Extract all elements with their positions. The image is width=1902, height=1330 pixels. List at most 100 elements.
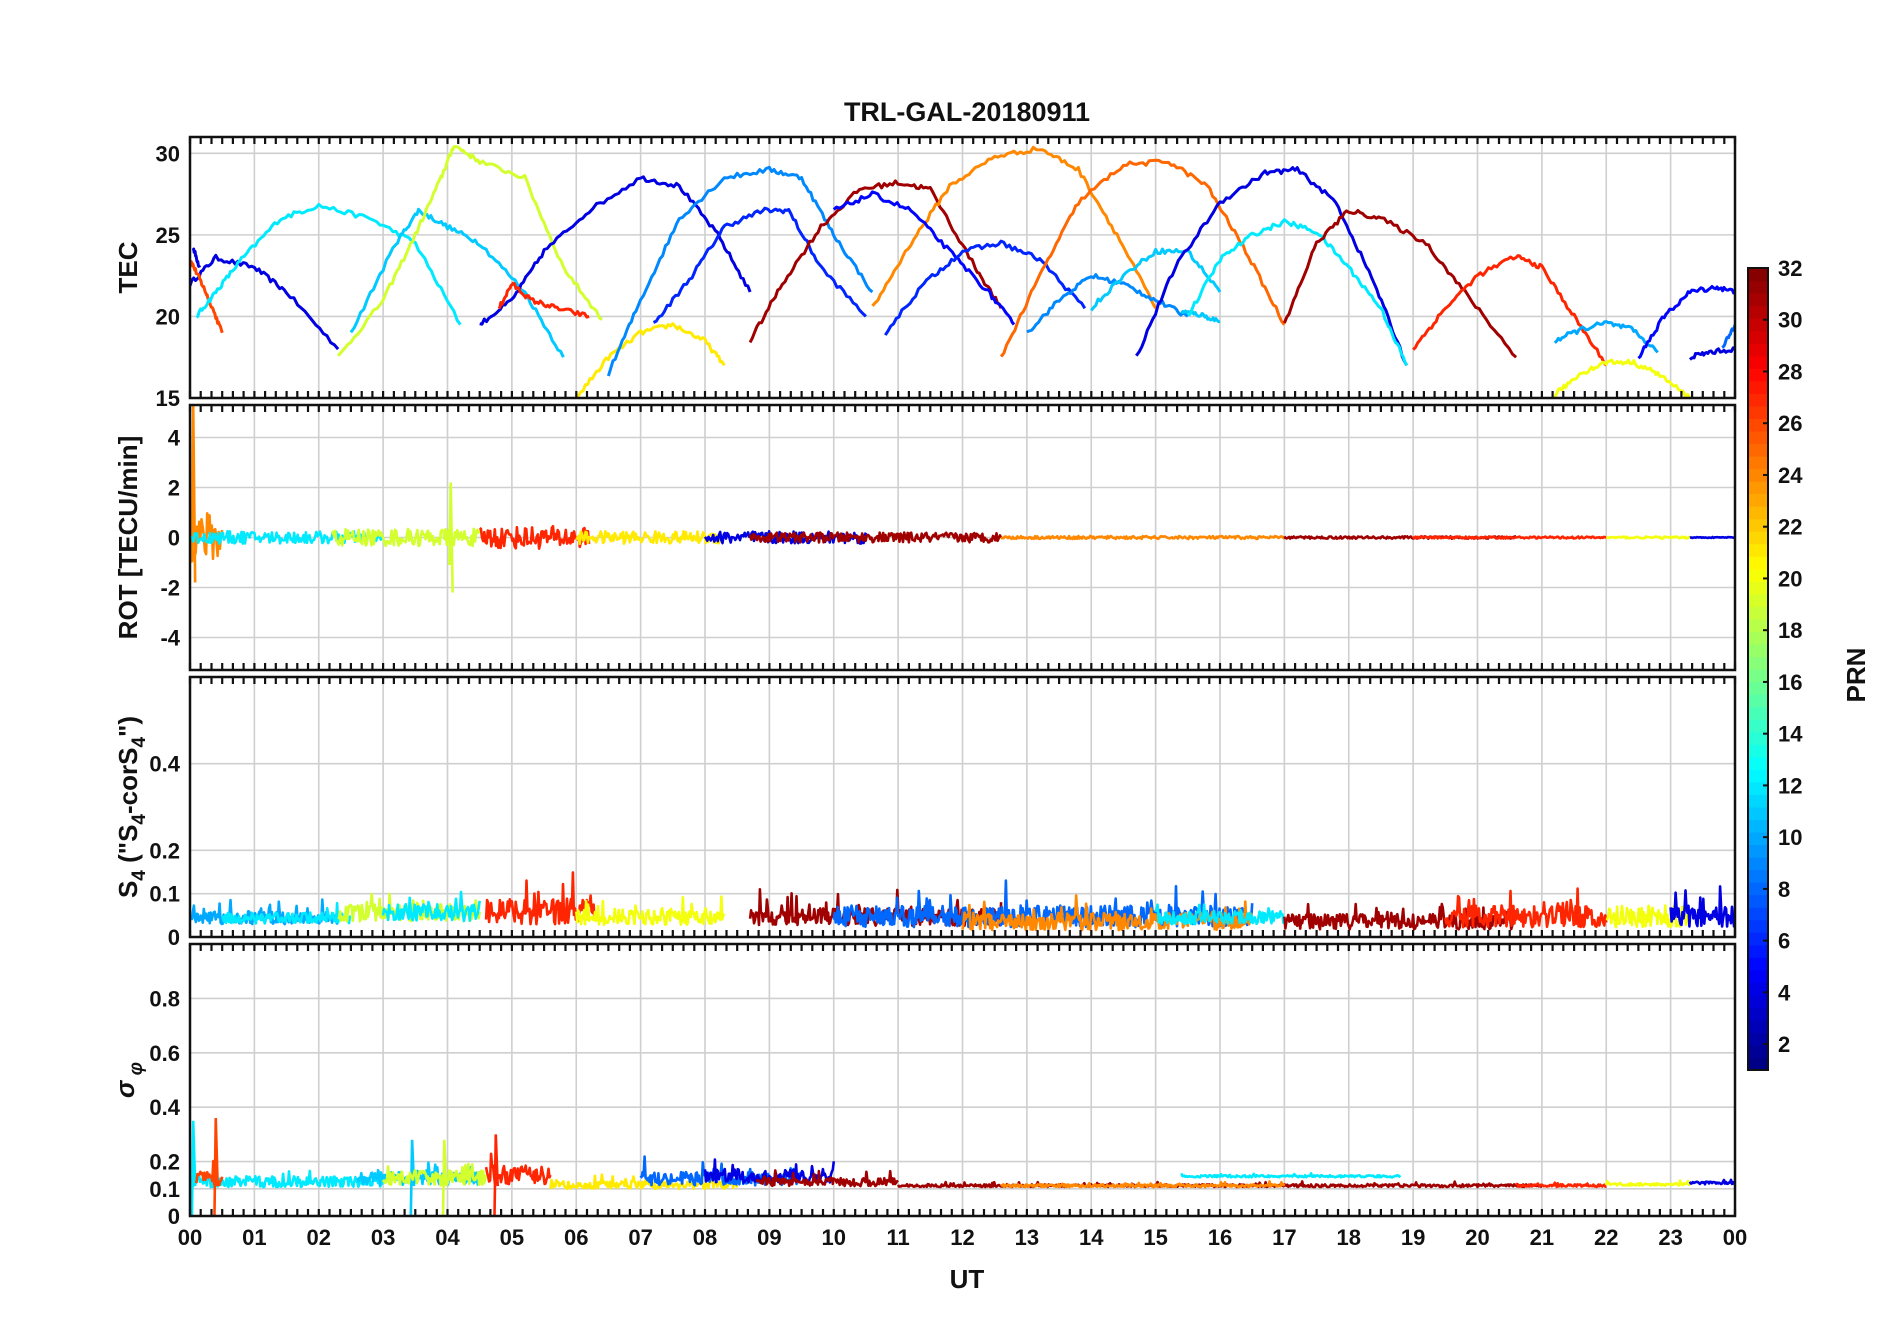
tec-series-prn-11 (1180, 309, 1221, 324)
panel-rot: -4 -2 0 2 4 ROT [TECU/min] (113, 403, 1737, 672)
y-axis-label-part: -corS (113, 748, 143, 814)
colorbar-tick-label: 32 (1778, 256, 1802, 281)
colorbar-segment (1748, 831, 1768, 846)
tec-series-prn-12 (1187, 218, 1409, 367)
colorbar-segment (1748, 744, 1768, 758)
x-tick-label: 15 (1143, 1225, 1167, 1250)
colorbar-tick-label: 18 (1778, 618, 1802, 643)
x-tick-label: 05 (500, 1225, 524, 1250)
colorbar-segment (1748, 957, 1768, 971)
y-axis-label-rot: ROT [TECU/min] (113, 436, 143, 640)
x-tick-label: 09 (757, 1225, 781, 1250)
s4-series-prn-12 (1154, 903, 1286, 926)
tec-series-prn-27 (1412, 254, 1608, 367)
x-tick-label: 16 (1208, 1225, 1232, 1250)
x-tick-label: 17 (1272, 1225, 1296, 1250)
colorbar-segment (1748, 819, 1768, 833)
y-axis-label-s4: S4 ("S4-corS4") (113, 716, 150, 898)
y-axis-label-part: 4 (129, 737, 150, 748)
sigma_phi-series-prn-4 (1688, 1178, 1735, 1186)
colorbar-segment (1748, 430, 1768, 445)
colorbar-segment (1748, 844, 1768, 858)
y-tick-label: -2 (160, 576, 180, 601)
colorbar-segment (1748, 969, 1768, 983)
colorbar-segment (1748, 731, 1768, 745)
y-tick-label: 0 (168, 925, 180, 950)
x-tick-label: 11 (886, 1225, 909, 1250)
colorbar-segment (1748, 656, 1768, 670)
sigma_phi-spike (190, 1120, 197, 1216)
y-axis-label-part: 4 (129, 870, 150, 881)
rot-series-prn-19 (331, 527, 481, 548)
sigma_phi-series-prn-21 (549, 1173, 739, 1191)
colorbar-segment (1748, 907, 1768, 921)
y-tick-label: 0.4 (149, 752, 180, 777)
y-tick-label: 0.2 (149, 838, 180, 863)
colorbar-segment (1748, 493, 1768, 507)
s4-series-prn-4 (1669, 885, 1735, 928)
colorbar-segment (1748, 468, 1768, 482)
s4-series-prn-12 (220, 901, 352, 925)
y-tick-label: 0.1 (149, 1177, 180, 1202)
tec-series-prn-31 (1283, 209, 1518, 359)
colorbar-segment (1748, 756, 1768, 770)
colorbar-segment (1748, 556, 1768, 570)
colorbar-segment (1748, 418, 1768, 432)
tec-series-prn-11 (1090, 247, 1222, 312)
x-tick-label: 01 (242, 1225, 266, 1250)
colorbar-segment (1748, 355, 1768, 369)
colorbar-tick-label: 2 (1778, 1032, 1790, 1057)
tec-series-prn-25 (999, 158, 1286, 358)
y-tick-label: 0.8 (149, 986, 180, 1011)
x-tick-label: 22 (1594, 1225, 1618, 1250)
colorbar-segment (1748, 894, 1768, 908)
x-tick-label: 02 (307, 1225, 331, 1250)
colorbar-frame (1747, 267, 1769, 1071)
colorbar-segment (1748, 618, 1768, 633)
y-ticks-sigma_phi: 00.10.2 0.4 0.6 0.8 (149, 986, 180, 1229)
colorbar-segment (1748, 882, 1768, 896)
colorbar-segment (1748, 330, 1768, 344)
s4-series-prn-12 (381, 890, 481, 923)
colorbar-segment (1748, 1057, 1768, 1071)
colorbar-segment (1748, 606, 1768, 620)
colorbar-segment (1748, 543, 1768, 557)
y-tick-label: 15 (156, 386, 180, 411)
x-tick-label: 00 (1723, 1225, 1747, 1250)
colorbar-segment (1748, 869, 1768, 883)
y-tick-label: 20 (156, 304, 180, 329)
sigma_phi-series-prn-24 (1000, 1180, 1286, 1189)
grid-tec (189, 137, 1736, 399)
colorbar-segment (1748, 694, 1768, 708)
colorbar-tick-label: 10 (1778, 825, 1802, 850)
y-axis-label-tec: TEC (113, 241, 143, 293)
tec-series-prn-24 (871, 145, 1157, 310)
tec-series-prn-19 (336, 145, 603, 357)
y-ticks-tec: 15 20 25 30 (156, 141, 180, 411)
x-tick-label: 00 (178, 1225, 202, 1250)
colorbar-tick-label: 30 (1778, 308, 1802, 333)
sigma_phi-spike (493, 1134, 500, 1216)
x-tick-label: 08 (693, 1225, 717, 1250)
tec-series-prn-10 (1553, 320, 1659, 354)
tec-series-prn-4 (1688, 346, 1735, 361)
colorbar-segment (1748, 1044, 1768, 1059)
colorbar-tick-label: 12 (1778, 773, 1802, 798)
s4-series-prn-20 (1605, 904, 1691, 929)
rot-series-prn-31 (748, 531, 1003, 544)
colorbar-tick-label: 14 (1778, 722, 1803, 747)
colorbar-segment (1748, 268, 1768, 282)
tec-series-prn-26 (190, 259, 224, 334)
panel-s4: 00.10.20.4S4 ("S4-corS4") (113, 675, 1737, 950)
tec-series-prn-5 (832, 190, 1016, 326)
tec-series-prn-8 (1721, 324, 1735, 349)
rot-spike (190, 405, 197, 583)
colorbar-segment (1748, 681, 1768, 695)
y-tick-label: 2 (168, 476, 180, 501)
colorbar-tick-label: 24 (1778, 463, 1803, 488)
sigma_phi-spike (409, 1139, 416, 1216)
series-s4 (190, 871, 1735, 932)
colorbar-segment (1748, 1032, 1768, 1046)
colorbar-segment (1748, 1019, 1768, 1034)
sigma_phi-spike (213, 1118, 219, 1216)
